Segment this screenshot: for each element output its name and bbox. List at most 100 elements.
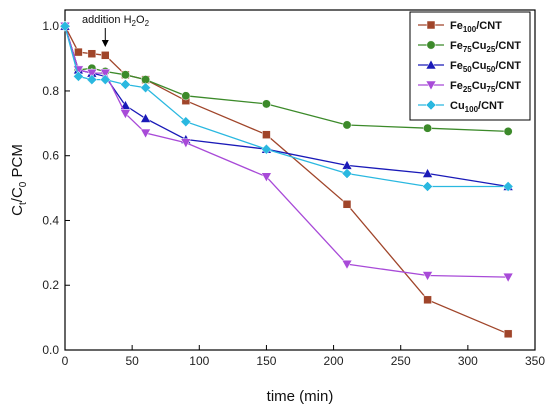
data-point xyxy=(86,74,98,85)
legend-marker xyxy=(425,59,437,70)
y-tick-label: 0.6 xyxy=(42,149,59,163)
legend-label-part: Cu xyxy=(472,80,487,92)
legend-label-sub: 100 xyxy=(465,105,479,114)
legend-label-part: Fe xyxy=(450,80,463,92)
data-point xyxy=(120,109,131,120)
series-5 xyxy=(59,20,514,192)
legend-marker xyxy=(425,99,437,111)
data-point xyxy=(342,200,352,209)
x-tick-label: 300 xyxy=(458,354,478,368)
data-point xyxy=(99,68,111,79)
data-point xyxy=(502,272,514,283)
data-point xyxy=(261,143,272,155)
data-point xyxy=(59,20,71,32)
legend-label: Fe75Cu25/CNT xyxy=(450,40,521,54)
legend-marker xyxy=(426,40,436,50)
addition-annotation: addition H2O2 xyxy=(82,14,150,47)
legend-label-part: Cu xyxy=(472,60,487,72)
data-point xyxy=(181,91,191,101)
annotation-part-1: addition H xyxy=(82,14,132,26)
data-point xyxy=(341,259,353,270)
data-point xyxy=(503,329,513,339)
annotation-arrowhead xyxy=(101,40,109,47)
data-point xyxy=(120,70,130,80)
data-point xyxy=(86,68,98,79)
legend-item-3: Fe50Cu50/CNT xyxy=(418,59,521,74)
data-point xyxy=(341,168,353,179)
data-point xyxy=(180,138,192,149)
legend-label-sub: 50 xyxy=(486,65,495,74)
legend-item-4: Fe25Cu75/CNT xyxy=(418,80,521,94)
data-point xyxy=(140,82,151,94)
data-point xyxy=(120,100,131,110)
x-axis-title: time (min) xyxy=(267,388,334,405)
legend-label-sub: 25 xyxy=(463,85,472,94)
legend-label-part: /CNT xyxy=(476,20,502,32)
legend-label-part: Cu xyxy=(472,40,487,52)
y-axis-title-sub-t: t xyxy=(18,202,29,205)
legend-label-sub: 100 xyxy=(463,25,477,34)
data-point xyxy=(422,271,433,282)
legend-label-part: Cu xyxy=(450,100,465,112)
x-tick-label: 150 xyxy=(256,354,276,368)
legend-marker xyxy=(425,80,437,91)
data-point xyxy=(422,168,433,178)
x-tick-label: 50 xyxy=(125,354,139,368)
annotation-sub-2: 2 xyxy=(145,19,150,28)
legend-label: Fe25Cu75/CNT xyxy=(450,80,521,94)
data-point xyxy=(140,112,151,123)
data-point xyxy=(120,79,131,90)
legend-label-sub: 25 xyxy=(486,45,495,54)
y-axis-title-tail: PCM xyxy=(9,144,26,182)
y-tick-label: 1.0 xyxy=(42,19,59,33)
data-point xyxy=(423,295,432,305)
plot-frame xyxy=(64,9,536,351)
x-tick-label: 200 xyxy=(324,354,344,368)
legend-label-part: /CNT xyxy=(495,40,521,52)
data-point xyxy=(101,51,110,60)
series-4 xyxy=(59,21,514,283)
legend-label-part: Fe xyxy=(450,60,463,72)
legend-marker xyxy=(426,20,436,30)
data-point xyxy=(262,130,271,139)
legend-item-1: Fe100/CNT xyxy=(418,20,502,34)
data-point xyxy=(74,47,83,57)
legend-label-sub: 75 xyxy=(486,85,495,94)
y-tick-label: 0.8 xyxy=(42,84,59,98)
legend-label: Cu100/CNT xyxy=(450,100,504,114)
legend-label-sub: 75 xyxy=(463,45,472,54)
legend-label-part: /CNT xyxy=(495,60,521,72)
legend-label: Fe50Cu50/CNT xyxy=(450,60,521,74)
legend-label-part: Fe xyxy=(450,20,463,32)
data-point xyxy=(261,99,271,109)
legend-label-part: /CNT xyxy=(495,80,521,92)
data-point xyxy=(502,181,514,192)
annotation-label: addition H2O2 xyxy=(82,14,150,28)
legend-item-5: Cu100/CNT xyxy=(418,99,504,114)
y-tick-label: 0.0 xyxy=(42,343,59,357)
data-point xyxy=(261,172,272,183)
data-point xyxy=(73,71,84,82)
legend: Fe100/CNTFe75Cu25/CNTFe50Cu50/CNTFe25Cu7… xyxy=(409,11,531,121)
legend-label-sub: 50 xyxy=(463,65,472,74)
annotation-sub-1: 2 xyxy=(132,19,137,28)
y-axis-title-slash: /C xyxy=(9,187,26,202)
data-point xyxy=(140,128,151,139)
data-point xyxy=(180,116,192,128)
data-point xyxy=(87,49,97,58)
legend-label: Fe100/CNT xyxy=(450,20,502,34)
annotation-part-2: O xyxy=(136,14,145,26)
y-tick-label: 0.4 xyxy=(42,213,59,227)
y-axis-title-sub-0: 0 xyxy=(18,181,29,187)
data-point xyxy=(422,181,433,192)
x-tick-label: 350 xyxy=(525,354,545,368)
data-point xyxy=(342,120,352,130)
legend-label-part: Fe xyxy=(450,40,463,52)
series-layer xyxy=(59,20,514,339)
data-point xyxy=(99,74,111,85)
data-point xyxy=(503,126,513,136)
x-tick-label: 250 xyxy=(391,354,411,368)
x-tick-label: 100 xyxy=(189,354,209,368)
